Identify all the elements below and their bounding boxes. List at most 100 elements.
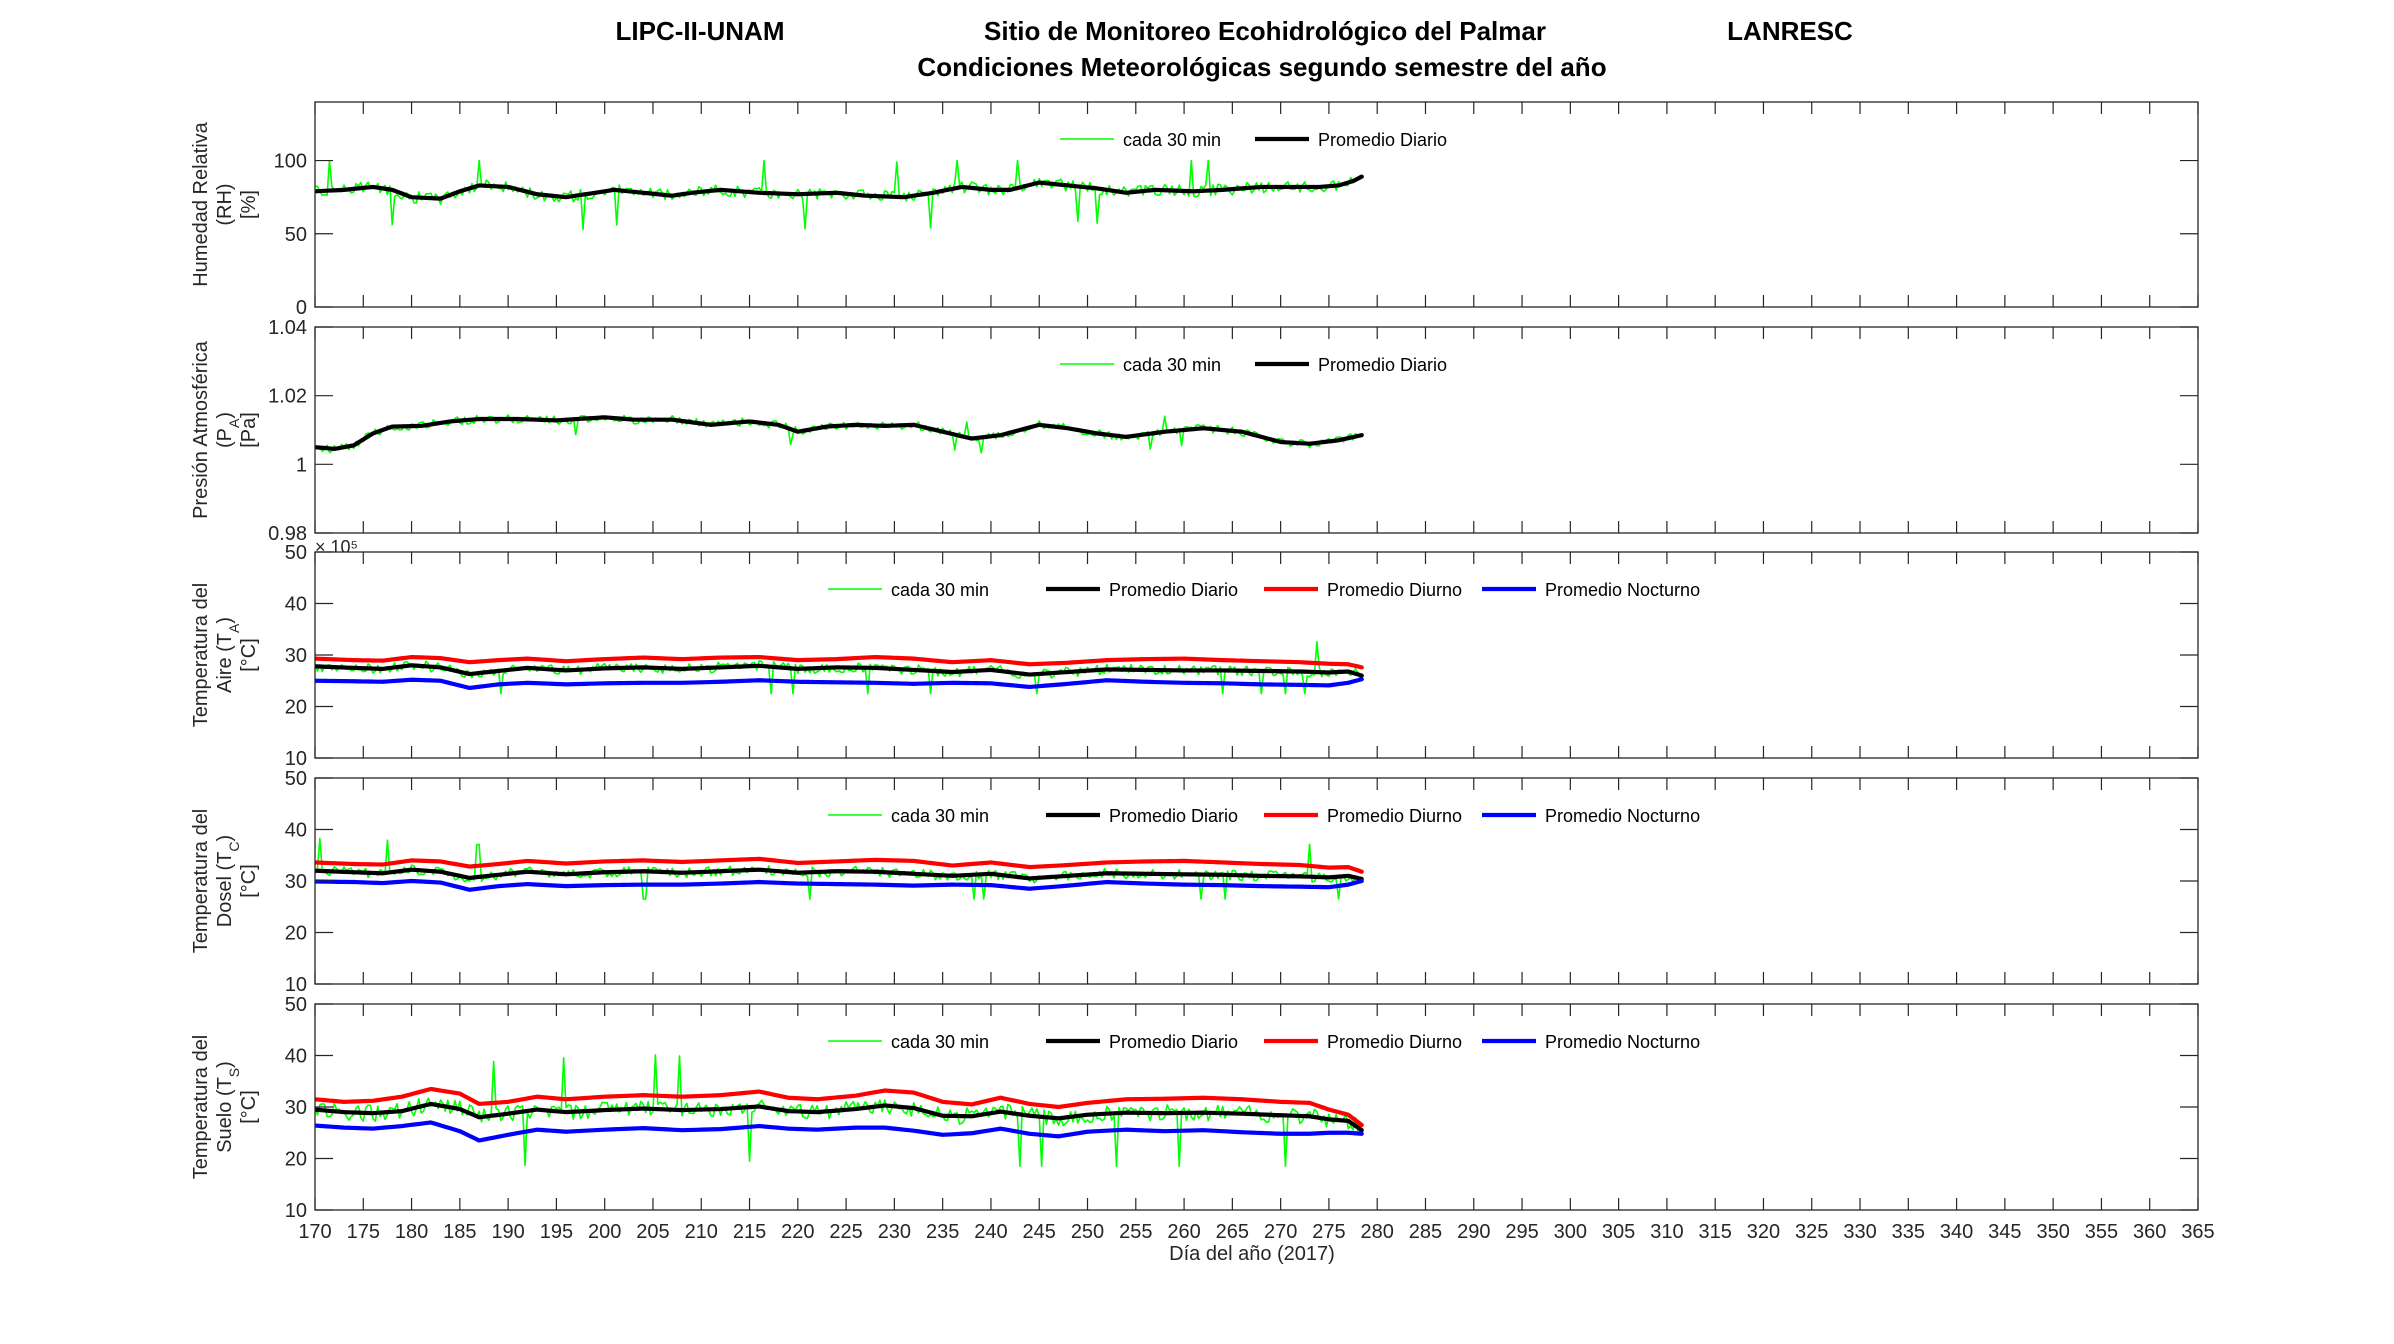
y-label-line-tail: ) xyxy=(214,412,236,419)
legend-label-diario: Promedio Diario xyxy=(1318,130,1447,150)
x-tick-label: 220 xyxy=(781,1221,814,1243)
series-line-nocturno xyxy=(315,1120,1364,1143)
x-tick-label: 270 xyxy=(1264,1221,1297,1243)
plot-frame xyxy=(314,101,2199,308)
x-tick-label: 200 xyxy=(588,1221,621,1243)
header-title: Sitio de Monitoreo Ecohidrológico del Pa… xyxy=(984,16,1546,46)
header-left: LIPC-II-UNAM xyxy=(616,16,785,46)
y-tick-label: 50 xyxy=(285,768,307,790)
y-label-subscript: A xyxy=(226,418,242,428)
series-line-diario xyxy=(315,663,1364,678)
legend-label-diurno: Promedio Diurno xyxy=(1327,806,1462,826)
y-tick-label: 20 xyxy=(285,1149,307,1171)
legend-label-cada30: cada 30 min xyxy=(891,1032,989,1052)
y-label-line: [Pa] xyxy=(238,412,260,448)
x-tick-label: 330 xyxy=(1843,1221,1876,1243)
y-label-line-tail: ) xyxy=(214,617,236,624)
x-tick-label: 350 xyxy=(2036,1221,2069,1243)
panel-ta: 10 20 30 40 50 Temperatura del Aire (TA) [°C] ca… xyxy=(190,542,2199,770)
y-label-subscript: S xyxy=(226,1068,242,1077)
legend-label-cada30: cada 30 min xyxy=(891,806,989,826)
x-tick-label: 245 xyxy=(1023,1221,1056,1243)
series-line-nocturno xyxy=(315,878,1364,892)
series-line-diurno xyxy=(315,654,1364,670)
y-axis-label: Presión Atmosférica (PA) [Pa] xyxy=(190,340,260,519)
series-line-diurno xyxy=(315,856,1364,874)
x-axis: 170 175 180 185 190 195 200 205 210 215 220 225 230 2… xyxy=(298,1221,2214,1243)
x-tick-label: 250 xyxy=(1071,1221,1104,1243)
y-tick-label: 30 xyxy=(285,645,307,667)
plot-area xyxy=(315,327,2198,533)
y-tick-label: 30 xyxy=(285,871,307,893)
x-tick-label: 265 xyxy=(1216,1221,1249,1243)
y-label-line: (RH) xyxy=(214,183,236,225)
y-label-subscript: C xyxy=(226,841,242,851)
y-tick-label: 20 xyxy=(285,923,307,945)
x-tick-label: 345 xyxy=(1988,1221,2021,1243)
series-line-diario xyxy=(315,867,1364,882)
panel-ts: 10 20 30 40 50 Temperatura del Suelo (TS) [°C] c… xyxy=(190,994,2199,1222)
x-tick-label: 190 xyxy=(491,1221,524,1243)
legend-label-cada30: cada 30 min xyxy=(1123,130,1221,150)
y-label-line: Humedad Relativa xyxy=(190,121,212,286)
x-tick-label: 290 xyxy=(1457,1221,1490,1243)
legend-label-nocturno: Promedio Nocturno xyxy=(1545,580,1700,600)
y-tick-label: 0.98 xyxy=(268,523,307,545)
y-tick-label: 10 xyxy=(285,748,307,770)
y-tick-label: 50 xyxy=(285,542,307,564)
x-tick-label: 180 xyxy=(395,1221,428,1243)
x-tick-label: 260 xyxy=(1167,1221,1200,1243)
y-tick-label: 1 xyxy=(296,454,307,476)
y-tick-label: 50 xyxy=(285,994,307,1016)
series-line-diario xyxy=(315,415,1364,451)
x-tick-label: 320 xyxy=(1747,1221,1780,1243)
y-tick-label: 100 xyxy=(274,151,307,173)
y-label-line: [°C] xyxy=(238,864,260,898)
plot-frame xyxy=(314,326,2199,534)
x-tick-label: 275 xyxy=(1312,1221,1345,1243)
y-tick-label: 40 xyxy=(285,594,307,616)
x-tick-label: 230 xyxy=(878,1221,911,1243)
series-line-diario xyxy=(315,174,1364,201)
x-tick-label: 325 xyxy=(1795,1221,1828,1243)
x-tick-label: 215 xyxy=(733,1221,766,1243)
x-tick-label: 365 xyxy=(2181,1221,2214,1243)
panel-rh: 0 50 100 Humedad Relativa (RH) [%] cada 30 min… xyxy=(190,101,2199,319)
x-tick-label: 210 xyxy=(685,1221,718,1243)
x-tick-label: 195 xyxy=(540,1221,573,1243)
y-tick-label: 30 xyxy=(285,1097,307,1119)
y-label-line: Temperatura del xyxy=(190,1035,212,1180)
x-tick-label: 175 xyxy=(347,1221,380,1243)
y-label-line: [°C] xyxy=(238,638,260,672)
x-tick-label: 300 xyxy=(1554,1221,1587,1243)
plot-area xyxy=(315,1004,2198,1210)
x-tick-label: 310 xyxy=(1650,1221,1683,1243)
legend-label-nocturno: Promedio Nocturno xyxy=(1545,1032,1700,1052)
x-tick-label: 185 xyxy=(443,1221,476,1243)
x-tick-label: 305 xyxy=(1602,1221,1635,1243)
x-tick-label: 360 xyxy=(2133,1221,2166,1243)
series-group xyxy=(315,159,1364,231)
series-group xyxy=(315,837,1364,900)
x-tick-label: 315 xyxy=(1698,1221,1731,1243)
y-tick-label: 1.02 xyxy=(268,386,307,408)
panels: 0 50 100 Humedad Relativa (RH) [%] cada 30 min… xyxy=(190,101,2199,1222)
y-axis-label: Temperatura del Suelo (TS) [°C] xyxy=(190,1035,260,1180)
y-label-line: [°C] xyxy=(238,1090,260,1124)
y-label-line: (P xyxy=(214,428,236,448)
y-label-line: Aire (T xyxy=(214,633,236,693)
series-group xyxy=(315,1054,1364,1168)
legend-label-diario: Promedio Diario xyxy=(1318,355,1447,375)
y-label-line-tail: ) xyxy=(214,835,236,842)
plot-area xyxy=(315,552,2198,758)
y-axis-label: Temperatura del Dosel (TC) [°C] xyxy=(190,809,260,954)
x-tick-label: 355 xyxy=(2085,1221,2118,1243)
legend-label-diurno: Promedio Diurno xyxy=(1327,1032,1462,1052)
plot-area xyxy=(315,102,2198,307)
panel-tc: 10 20 30 40 50 Temperatura del Dosel (TC) [°C] c… xyxy=(190,768,2199,996)
y-tick-label: 20 xyxy=(285,697,307,719)
legend-label-diario: Promedio Diario xyxy=(1109,1032,1238,1052)
legend-label-cada30: cada 30 min xyxy=(891,580,989,600)
